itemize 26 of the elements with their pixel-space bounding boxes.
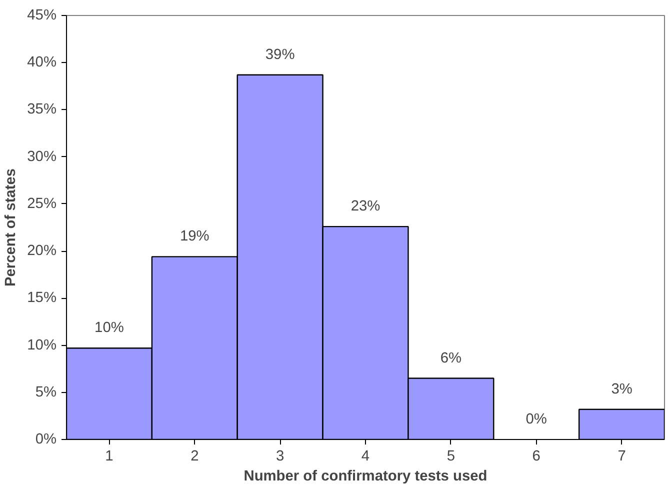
x-tick-label: 3 xyxy=(276,448,284,464)
y-tick-label: 20% xyxy=(27,243,57,260)
data-label: 39% xyxy=(265,46,295,63)
x-tick-label: 2 xyxy=(190,448,199,464)
y-tick-label: 30% xyxy=(27,148,57,165)
y-tick-label: 10% xyxy=(27,337,57,354)
y-tick-label: 25% xyxy=(27,196,57,212)
y-tick-label: 45% xyxy=(27,8,57,24)
data-label: 6% xyxy=(440,350,462,366)
data-label: 0% xyxy=(526,412,547,428)
data-label: 3% xyxy=(611,381,632,398)
x-tick-label: 4 xyxy=(361,448,370,464)
y-tick-label: 5% xyxy=(35,384,57,400)
y-tick-label: 35% xyxy=(27,102,57,118)
x-tick-label: 6 xyxy=(532,448,540,464)
y-tick-label: 40% xyxy=(27,54,57,71)
x-tick-label: 1 xyxy=(105,448,114,464)
y-tick-label: 15% xyxy=(27,290,57,306)
data-label: 10% xyxy=(94,320,124,336)
data-label: 19% xyxy=(180,228,210,245)
y-axis-title: Percent of states xyxy=(3,168,20,287)
x-tick-label: 7 xyxy=(618,448,626,464)
x-tick-label: 5 xyxy=(446,448,456,464)
x-axis-title: Number of confirmatory tests used xyxy=(244,468,488,484)
data-label: 23% xyxy=(350,198,380,215)
y-tick-label: 0% xyxy=(35,432,57,448)
